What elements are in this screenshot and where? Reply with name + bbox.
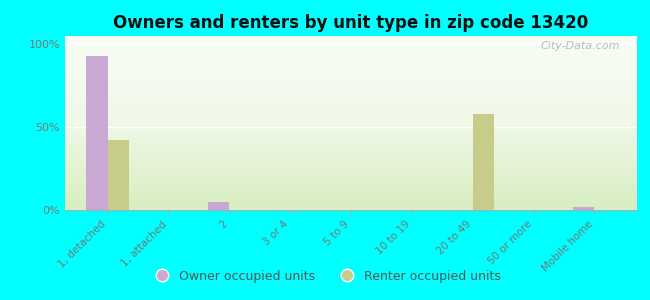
Bar bbox=[208, 202, 229, 210]
Bar bbox=[473, 114, 494, 210]
Bar bbox=[573, 207, 594, 210]
Text: City-Data.com: City-Data.com bbox=[540, 41, 620, 51]
Bar bbox=[86, 56, 108, 210]
Legend: Owner occupied units, Renter occupied units: Owner occupied units, Renter occupied un… bbox=[144, 265, 506, 288]
Bar bbox=[108, 140, 129, 210]
Title: Owners and renters by unit type in zip code 13420: Owners and renters by unit type in zip c… bbox=[113, 14, 589, 32]
